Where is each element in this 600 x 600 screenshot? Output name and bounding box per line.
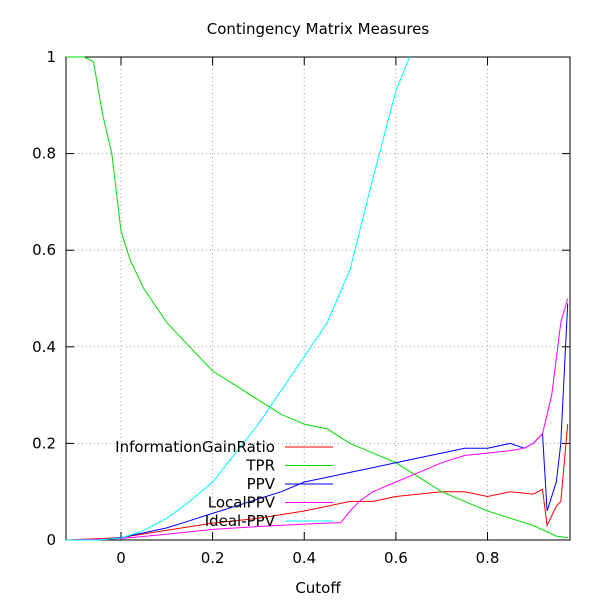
x-tick-label: 0.8	[476, 549, 500, 567]
axis-ticks: 0 0.2 0.4 0.6 0.8 0 0.2 0.4 0.6 0.8 1	[32, 48, 570, 567]
x-axis-label: Cutoff	[295, 579, 341, 597]
legend-label: Ideal-PPV	[205, 512, 276, 530]
y-tick-label: 0	[46, 531, 56, 549]
y-tick-label: 0.4	[32, 338, 56, 356]
x-tick-label: 0.2	[201, 549, 225, 567]
y-tick-label: 0.8	[32, 145, 56, 163]
y-tick-label: 1	[46, 48, 56, 66]
x-tick-label: 0.6	[384, 549, 408, 567]
legend-label: LocalPPV	[208, 494, 276, 512]
grid-lines	[66, 57, 570, 540]
y-tick-label: 0.2	[32, 434, 56, 452]
series-line-localppv	[65, 298, 569, 541]
x-tick-label: 0.4	[292, 549, 316, 567]
series-lines	[65, 56, 569, 541]
legend-label: InformationGainRatio	[115, 438, 275, 456]
chart-title: Contingency Matrix Measures	[207, 20, 430, 38]
legend-label: PPV	[247, 475, 276, 493]
plot-frame	[65, 56, 571, 541]
series-line-ideal-ppv	[66, 56, 411, 541]
series-line-informationgainratio	[65, 424, 569, 541]
legend: InformationGainRatioTPRPPVLocalPPVIdeal-…	[115, 438, 333, 530]
legend-label: TPR	[245, 457, 275, 475]
y-tick-label: 0.6	[32, 241, 56, 259]
series-line-tpr	[66, 56, 568, 539]
x-tick-label: 0	[116, 549, 126, 567]
